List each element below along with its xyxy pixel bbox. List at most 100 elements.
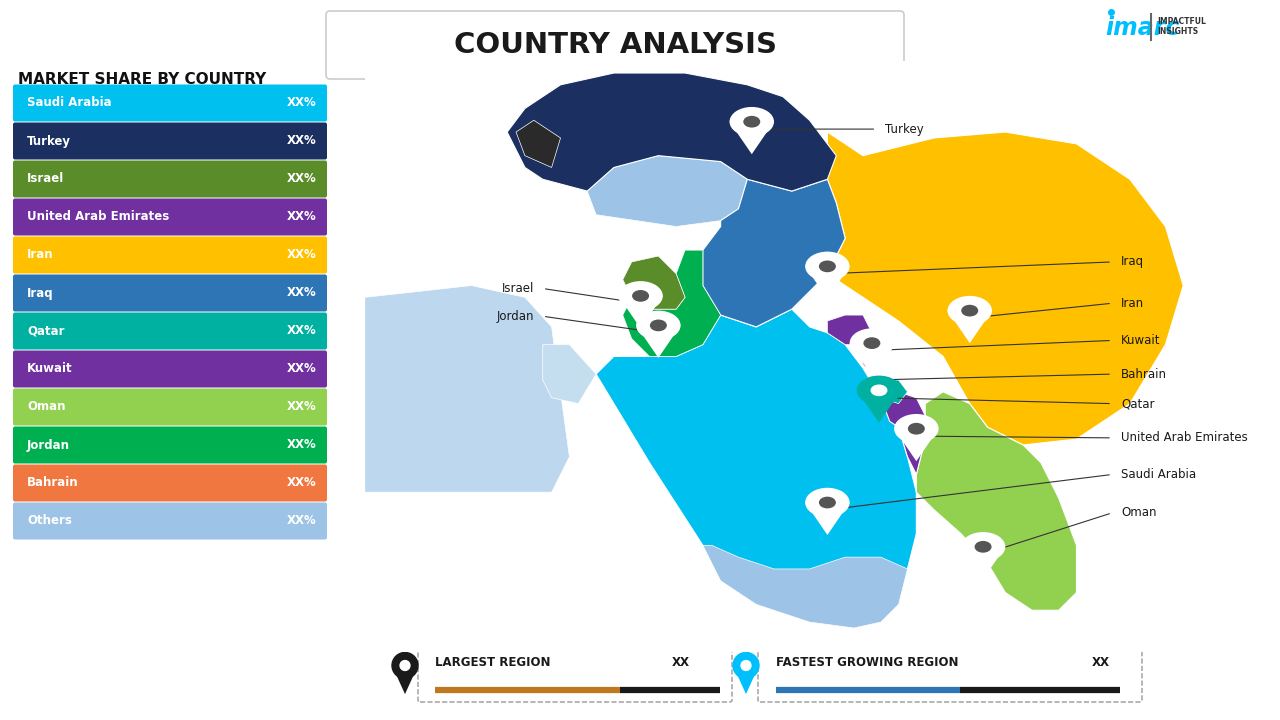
Text: COUNTRY ANALYSIS: COUNTRY ANALYSIS [453, 31, 777, 59]
Text: XX%: XX% [287, 287, 317, 300]
Polygon shape [703, 545, 908, 628]
Circle shape [805, 487, 850, 517]
Polygon shape [392, 665, 419, 694]
Text: Oman: Oman [1121, 506, 1156, 519]
Polygon shape [365, 61, 1254, 652]
Polygon shape [507, 73, 836, 191]
Text: Others: Others [27, 515, 72, 528]
Text: Bahrain: Bahrain [27, 477, 78, 490]
Polygon shape [618, 296, 663, 328]
Circle shape [730, 107, 774, 137]
Text: XX%: XX% [287, 248, 317, 261]
Text: XX%: XX% [287, 400, 317, 413]
Circle shape [819, 498, 835, 508]
Polygon shape [733, 665, 759, 694]
FancyBboxPatch shape [13, 351, 326, 387]
FancyBboxPatch shape [13, 503, 326, 539]
Circle shape [632, 291, 649, 301]
Text: imarc: imarc [1105, 16, 1179, 40]
Circle shape [741, 660, 751, 670]
FancyBboxPatch shape [13, 426, 326, 464]
Text: XX%: XX% [287, 362, 317, 376]
Polygon shape [961, 546, 1005, 580]
Text: MARKET SHARE BY COUNTRY: MARKET SHARE BY COUNTRY [18, 73, 266, 88]
Circle shape [961, 532, 1005, 562]
Polygon shape [623, 250, 721, 356]
FancyBboxPatch shape [326, 11, 904, 79]
Circle shape [850, 328, 895, 358]
Circle shape [805, 251, 850, 281]
Circle shape [650, 320, 666, 330]
Circle shape [744, 117, 759, 127]
Polygon shape [895, 428, 938, 462]
Polygon shape [881, 392, 925, 474]
Text: XX%: XX% [287, 135, 317, 148]
Polygon shape [596, 309, 916, 628]
Text: XX%: XX% [287, 210, 317, 223]
FancyBboxPatch shape [13, 84, 326, 122]
Circle shape [733, 652, 759, 678]
Text: FASTEST GROWING REGION: FASTEST GROWING REGION [776, 657, 959, 670]
Polygon shape [850, 343, 895, 376]
Circle shape [401, 660, 410, 670]
Text: XX%: XX% [287, 477, 317, 490]
Circle shape [618, 281, 663, 310]
FancyBboxPatch shape [758, 643, 1142, 702]
FancyBboxPatch shape [13, 312, 326, 349]
FancyBboxPatch shape [419, 643, 732, 702]
FancyBboxPatch shape [13, 236, 326, 274]
Text: Saudi Arabia: Saudi Arabia [1121, 468, 1196, 481]
Polygon shape [543, 345, 596, 404]
Circle shape [864, 338, 879, 348]
Polygon shape [916, 392, 1076, 611]
Text: Israel: Israel [502, 282, 534, 295]
Text: Jordan: Jordan [27, 438, 70, 451]
Text: United Arab Emirates: United Arab Emirates [27, 210, 169, 223]
Text: XX: XX [672, 657, 690, 670]
Polygon shape [947, 310, 992, 343]
Polygon shape [827, 315, 872, 345]
Polygon shape [827, 132, 1183, 445]
Text: Jordan: Jordan [497, 310, 534, 323]
Polygon shape [805, 503, 850, 535]
Polygon shape [516, 120, 561, 168]
Text: Turkey: Turkey [886, 122, 924, 135]
Circle shape [963, 305, 978, 316]
FancyBboxPatch shape [13, 464, 326, 502]
Text: Iran: Iran [1121, 297, 1144, 310]
Circle shape [947, 296, 992, 325]
Text: Turkey: Turkey [27, 135, 70, 148]
Text: XX%: XX% [287, 325, 317, 338]
FancyBboxPatch shape [13, 389, 326, 426]
Text: Iraq: Iraq [27, 287, 54, 300]
Text: LARGEST REGION: LARGEST REGION [435, 657, 550, 670]
Text: Israel: Israel [27, 173, 64, 186]
Polygon shape [623, 256, 685, 309]
Text: Kuwait: Kuwait [27, 362, 73, 376]
Text: XX%: XX% [287, 438, 317, 451]
Polygon shape [588, 156, 748, 227]
FancyBboxPatch shape [13, 274, 326, 312]
Polygon shape [703, 179, 845, 327]
Polygon shape [365, 286, 570, 492]
Text: United Arab Emirates: United Arab Emirates [1121, 431, 1248, 444]
Text: Qatar: Qatar [1121, 397, 1155, 410]
Text: XX%: XX% [287, 173, 317, 186]
Text: XX%: XX% [287, 96, 317, 109]
Circle shape [819, 261, 835, 271]
Polygon shape [872, 380, 908, 404]
Polygon shape [805, 266, 850, 299]
Circle shape [636, 310, 681, 340]
Text: Qatar: Qatar [27, 325, 64, 338]
Polygon shape [730, 122, 774, 154]
FancyBboxPatch shape [13, 122, 326, 160]
FancyBboxPatch shape [13, 161, 326, 197]
Polygon shape [636, 325, 681, 358]
Text: Oman: Oman [27, 400, 65, 413]
Circle shape [909, 423, 924, 434]
Text: INSIGHTS: INSIGHTS [1157, 27, 1198, 37]
Text: Bahrain: Bahrain [1121, 368, 1167, 381]
Text: Kuwait: Kuwait [1121, 334, 1161, 347]
Circle shape [856, 376, 901, 405]
Circle shape [895, 414, 938, 444]
